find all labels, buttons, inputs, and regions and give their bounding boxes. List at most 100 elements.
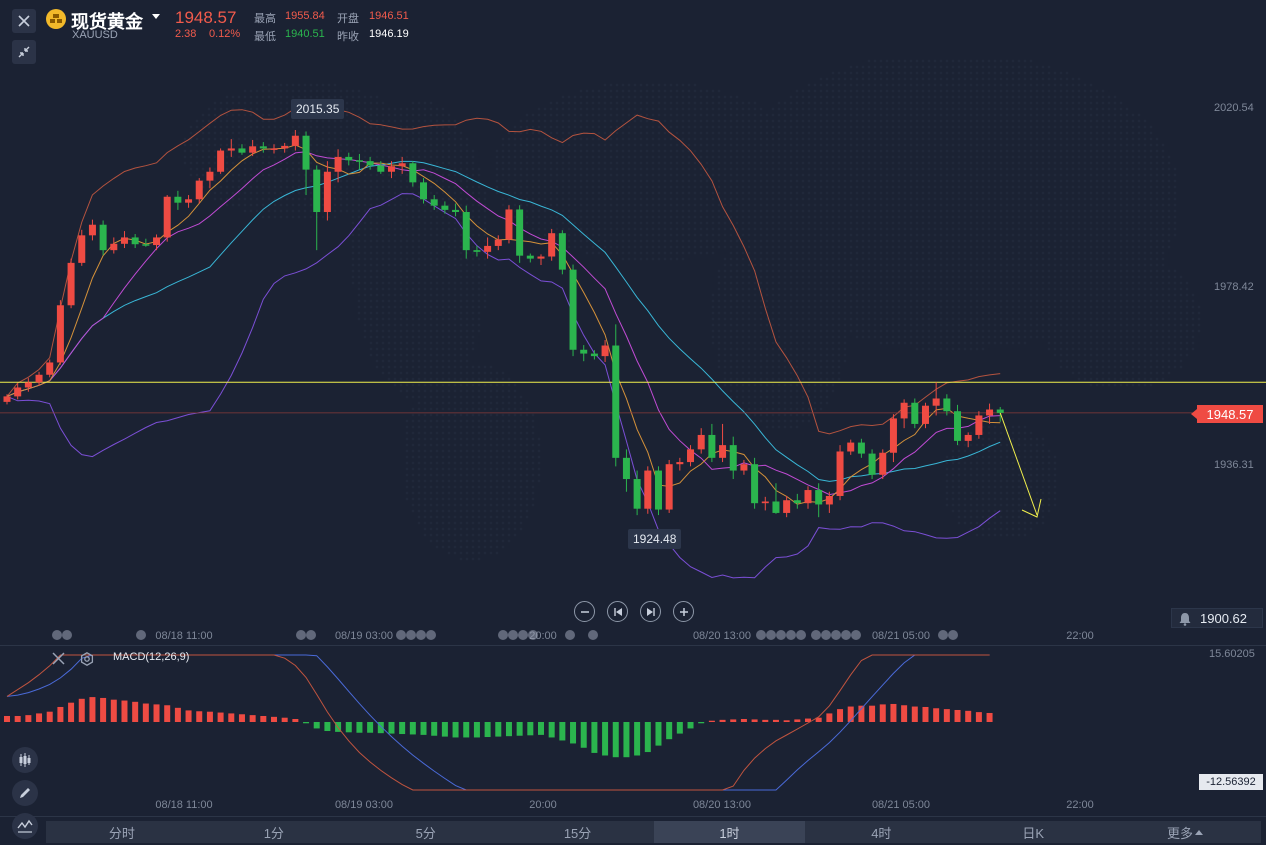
tab-15m[interactable]: 15分 xyxy=(563,825,592,841)
tab-1h[interactable]: 1时 xyxy=(653,821,806,843)
close-icon xyxy=(18,15,30,27)
news-event-marker[interactable] xyxy=(841,630,851,640)
news-event-marker[interactable] xyxy=(528,630,538,640)
candle-body xyxy=(676,462,684,465)
macd-histogram-bar xyxy=(805,718,811,722)
tab-5m[interactable]: 5分 xyxy=(415,825,436,841)
macd-histogram-bar xyxy=(687,722,694,729)
candlestick-tool-button[interactable] xyxy=(12,747,38,773)
macd-histogram-bar xyxy=(14,715,21,722)
candle-body xyxy=(868,453,876,475)
news-event-marker[interactable] xyxy=(62,630,72,640)
candle-body xyxy=(35,374,43,383)
news-event-marker[interactable] xyxy=(406,630,416,640)
tab-more[interactable]: 更多 xyxy=(1109,821,1261,843)
news-event-marker[interactable] xyxy=(306,630,316,640)
news-event-marker[interactable] xyxy=(851,630,861,640)
news-event-marker[interactable] xyxy=(948,630,958,640)
settings-icon[interactable] xyxy=(80,652,94,666)
prev-button[interactable] xyxy=(607,601,628,622)
news-event-marker[interactable] xyxy=(508,630,518,640)
macd-histogram-bar xyxy=(249,715,256,722)
tab-1m[interactable]: 1分 xyxy=(263,825,284,841)
macd-histogram-bar xyxy=(324,722,331,732)
macd-histogram-bar xyxy=(612,722,619,758)
macd-histogram-bar xyxy=(409,722,416,735)
news-event-marker[interactable] xyxy=(136,630,146,640)
candle-body xyxy=(793,500,801,504)
news-event-marker[interactable] xyxy=(811,630,821,640)
dropdown-arrow-icon[interactable] xyxy=(152,14,160,19)
macd-histogram-bar xyxy=(25,715,32,722)
news-event-marker[interactable] xyxy=(796,630,806,640)
compress-button[interactable] xyxy=(12,40,36,64)
ma20-line xyxy=(6,160,1001,482)
close-button[interactable] xyxy=(12,9,36,33)
macd-histogram-bar xyxy=(388,722,395,734)
projection-arrow xyxy=(999,412,1038,516)
tab-minute-line[interactable]: 分时 xyxy=(108,825,135,841)
macd-histogram-bar xyxy=(164,705,171,722)
macd-histogram-bar xyxy=(772,719,779,722)
news-event-marker[interactable] xyxy=(786,630,796,640)
macd-histogram-bar xyxy=(538,722,544,735)
candle-body xyxy=(996,409,1004,413)
news-event-marker[interactable] xyxy=(588,630,598,640)
news-event-marker[interactable] xyxy=(776,630,786,640)
candle-body xyxy=(462,212,470,251)
next-button[interactable] xyxy=(640,601,661,622)
news-event-marker[interactable] xyxy=(52,630,62,640)
candle-body xyxy=(975,415,983,435)
macd-histogram-bar xyxy=(837,709,844,722)
candle-body xyxy=(932,398,940,406)
candle-body xyxy=(569,269,577,350)
price-alert[interactable]: 1900.62 xyxy=(1171,608,1263,628)
news-event-marker[interactable] xyxy=(426,630,436,640)
news-event-marker[interactable] xyxy=(831,630,841,640)
news-event-marker[interactable] xyxy=(938,630,948,640)
news-event-marker[interactable] xyxy=(416,630,426,640)
candle-body xyxy=(537,256,545,259)
candle-body xyxy=(78,235,86,263)
time-axis-label: 08/19 03:00 xyxy=(334,630,394,642)
ma5-line xyxy=(6,144,1001,505)
news-event-marker[interactable] xyxy=(396,630,406,640)
time-axis-label: 08/18 11:00 xyxy=(155,630,213,642)
candle-body xyxy=(687,449,695,463)
prev-close-label: 昨收 xyxy=(337,31,359,43)
candle-body xyxy=(622,457,630,480)
open-value: 1946.51 xyxy=(369,10,409,22)
news-event-marker[interactable] xyxy=(766,630,776,640)
candle-body xyxy=(163,196,171,238)
macd-histogram-bar xyxy=(121,700,128,722)
news-event-marker[interactable] xyxy=(518,630,528,640)
macd-histogram-bar xyxy=(452,722,459,738)
news-event-marker[interactable] xyxy=(821,630,831,640)
macd-histogram-bar xyxy=(527,722,534,736)
news-event-marker[interactable] xyxy=(296,630,306,640)
close-indicator-icon[interactable] xyxy=(52,652,65,665)
macd-histogram-bar xyxy=(377,722,384,734)
candle-body xyxy=(409,163,417,183)
zoom-in-button[interactable] xyxy=(673,601,694,622)
tab-4h[interactable]: 4时 xyxy=(871,825,892,841)
macd-time-label: 20:00 xyxy=(529,799,557,811)
news-event-marker[interactable] xyxy=(756,630,766,640)
news-event-marker[interactable] xyxy=(498,630,508,640)
macd-histogram-bar xyxy=(933,708,940,722)
macd-histogram-bar xyxy=(975,712,982,722)
macd-histogram-bar xyxy=(826,713,833,722)
tab-daily[interactable]: 日K xyxy=(1022,825,1045,841)
news-event-marker[interactable] xyxy=(565,630,575,640)
candle-body xyxy=(900,402,908,419)
indicator-tool-button[interactable] xyxy=(12,813,38,839)
candle-body xyxy=(612,345,620,458)
macd-histogram-bar xyxy=(505,722,512,737)
draw-tool-button[interactable] xyxy=(12,780,38,806)
macd-time-label: 08/19 03:00 xyxy=(334,799,394,811)
candle-body xyxy=(67,262,75,306)
instrument-title[interactable]: 现货黄金 xyxy=(71,12,143,32)
macd-histogram-bar xyxy=(68,702,75,722)
zoom-out-button[interactable] xyxy=(574,601,595,622)
